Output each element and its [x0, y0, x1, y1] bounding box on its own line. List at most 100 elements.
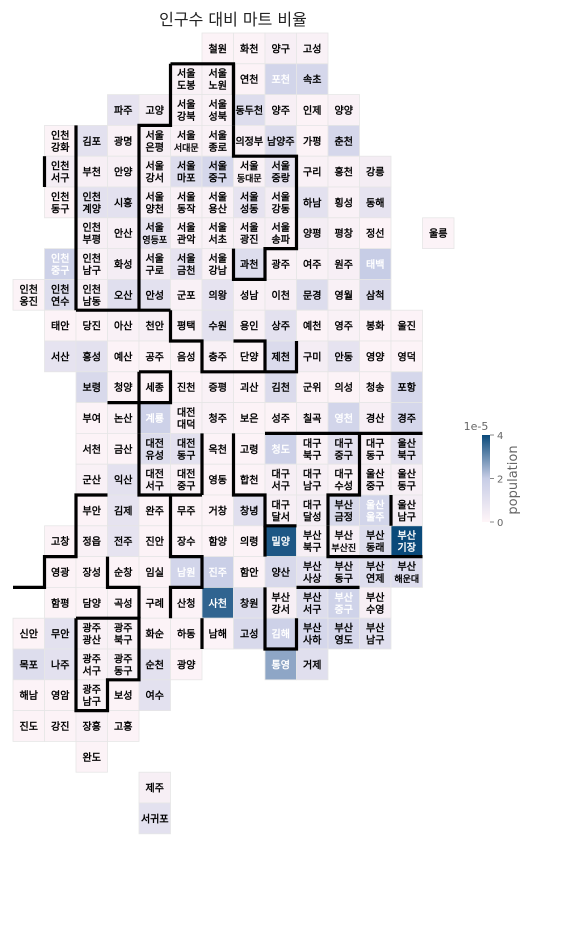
tile-218: 영암 [44, 679, 77, 711]
tile-39: 인천 계양 [75, 186, 108, 219]
tile-rect [359, 217, 392, 250]
tile-rect [44, 125, 77, 157]
tile-rect [296, 94, 329, 126]
tile-143: 대전 중구 [170, 463, 203, 496]
tile-label: 서울 강동 [272, 190, 290, 215]
tile-217: 해남 [12, 679, 45, 711]
boundary-line-16 [326, 433, 362, 526]
tile-10: 고양 [138, 94, 171, 126]
tile-113: 김천 [264, 371, 297, 403]
tile-80: 문경 [296, 278, 329, 311]
tile-179: 진주 [201, 556, 234, 588]
tile-label: 나주 [51, 658, 69, 671]
tile-164: 전주 [107, 525, 140, 557]
tile-161: 울산 남구 [390, 494, 423, 527]
tile-28: 부천 [75, 155, 108, 188]
tile-label: 부산 영도 [335, 622, 354, 647]
tile-label: 담양 [83, 597, 102, 610]
tile-83: 태안 [44, 309, 77, 342]
tile-71: 인천 옹진 [12, 278, 45, 311]
tile-89: 용인 [233, 309, 266, 342]
tile-label: 양양 [335, 105, 354, 117]
tile-rect [327, 309, 360, 342]
tile-209: 목포 [12, 648, 45, 681]
tile-rect [107, 278, 140, 311]
tile-165: 진안 [138, 525, 171, 557]
tile-rect [233, 525, 266, 557]
tile-121: 대전 대덕 [170, 402, 203, 434]
tile-62: 화성 [107, 248, 140, 280]
colorbar-tick-label: 4 [497, 431, 503, 442]
tile-119: 논산 [107, 402, 140, 434]
tile-label: 군산 [83, 474, 102, 487]
tile-rect [296, 402, 329, 434]
tile-label: 충주 [209, 350, 227, 363]
tile-rect [201, 278, 234, 311]
tile-36: 홍천 [327, 155, 360, 188]
tile-rect [296, 432, 329, 465]
tile-rect [327, 340, 360, 373]
tile-192: 창원 [233, 587, 266, 619]
tile-label: 안동 [335, 350, 353, 363]
tile-label: 광주 [272, 259, 290, 271]
tile-label: 양산 [272, 566, 291, 579]
tile-rect [44, 648, 77, 681]
tile-158: 대구 달성 [296, 494, 329, 527]
tile-label: 서울 강서 [146, 160, 164, 185]
tile-rect [107, 710, 140, 742]
boundary-line-2 [137, 63, 173, 311]
tile-rect [107, 186, 140, 219]
tile-rect [107, 525, 140, 557]
tile-label: 무주 [177, 505, 195, 517]
tile-label: 평창 [335, 227, 354, 240]
tile-rect [138, 94, 171, 126]
tile-label: 영양 [366, 350, 385, 363]
tile-label: 울산 울주 [366, 498, 385, 523]
tile-label: 장수 [177, 535, 195, 548]
tile-label: 거제 [303, 658, 321, 671]
tile-169: 밀양 [264, 525, 297, 557]
tile-label: 의성 [335, 381, 353, 394]
tile-label: 안산 [114, 227, 133, 240]
tile-17: 인천 강화 [44, 125, 77, 157]
tile-rect [390, 494, 423, 527]
tile-label: 인천 남동 [83, 283, 101, 308]
tile-0: 철원 [201, 32, 234, 65]
tile-rect [75, 463, 108, 496]
tile-221: 여수 [138, 679, 171, 711]
tile-rect [201, 186, 234, 219]
tile-label: 서울 영등포 [142, 221, 168, 246]
tile-rect [138, 771, 171, 804]
tile-label: 서울 강북 [177, 98, 195, 123]
tile-rect [359, 155, 392, 188]
tile-rect [264, 402, 297, 434]
tile-label: 서울 용산 [209, 190, 228, 215]
tile-118: 부여 [75, 402, 108, 434]
tile-33: 서울 동대문 [233, 155, 266, 188]
tile-50: 안산 [107, 217, 140, 250]
tile-label: 고창 [51, 535, 70, 548]
tile-label: 순천 [146, 658, 164, 671]
tile-135: 청도 [264, 432, 297, 465]
tile-172: 부산 동래 [359, 525, 392, 557]
tile-57: 평창 [327, 217, 360, 250]
tile-70: 태백 [359, 248, 392, 280]
tile-label: 사천 [209, 597, 227, 610]
tile-2: 양구 [264, 32, 297, 65]
tile-13: 동두천 [233, 94, 266, 126]
tile-rect [138, 525, 171, 557]
tile-173: 부산 기장 [390, 525, 423, 557]
tile-label: 인천 강화 [51, 129, 70, 154]
tile-102: 제천 [264, 340, 297, 373]
tile-label: 금산 [114, 443, 133, 456]
boundary-line-8 [137, 370, 173, 405]
tile-126: 영천 [327, 402, 360, 434]
tile-26: 춘천 [327, 125, 360, 157]
tile-rect [359, 617, 392, 650]
tile-139: 울산 북구 [390, 432, 423, 465]
tile-100: 충주 [201, 340, 234, 373]
tile-rect [75, 309, 108, 342]
tile-label: 오산 [114, 289, 133, 302]
tile-label: 완도 [83, 751, 101, 764]
